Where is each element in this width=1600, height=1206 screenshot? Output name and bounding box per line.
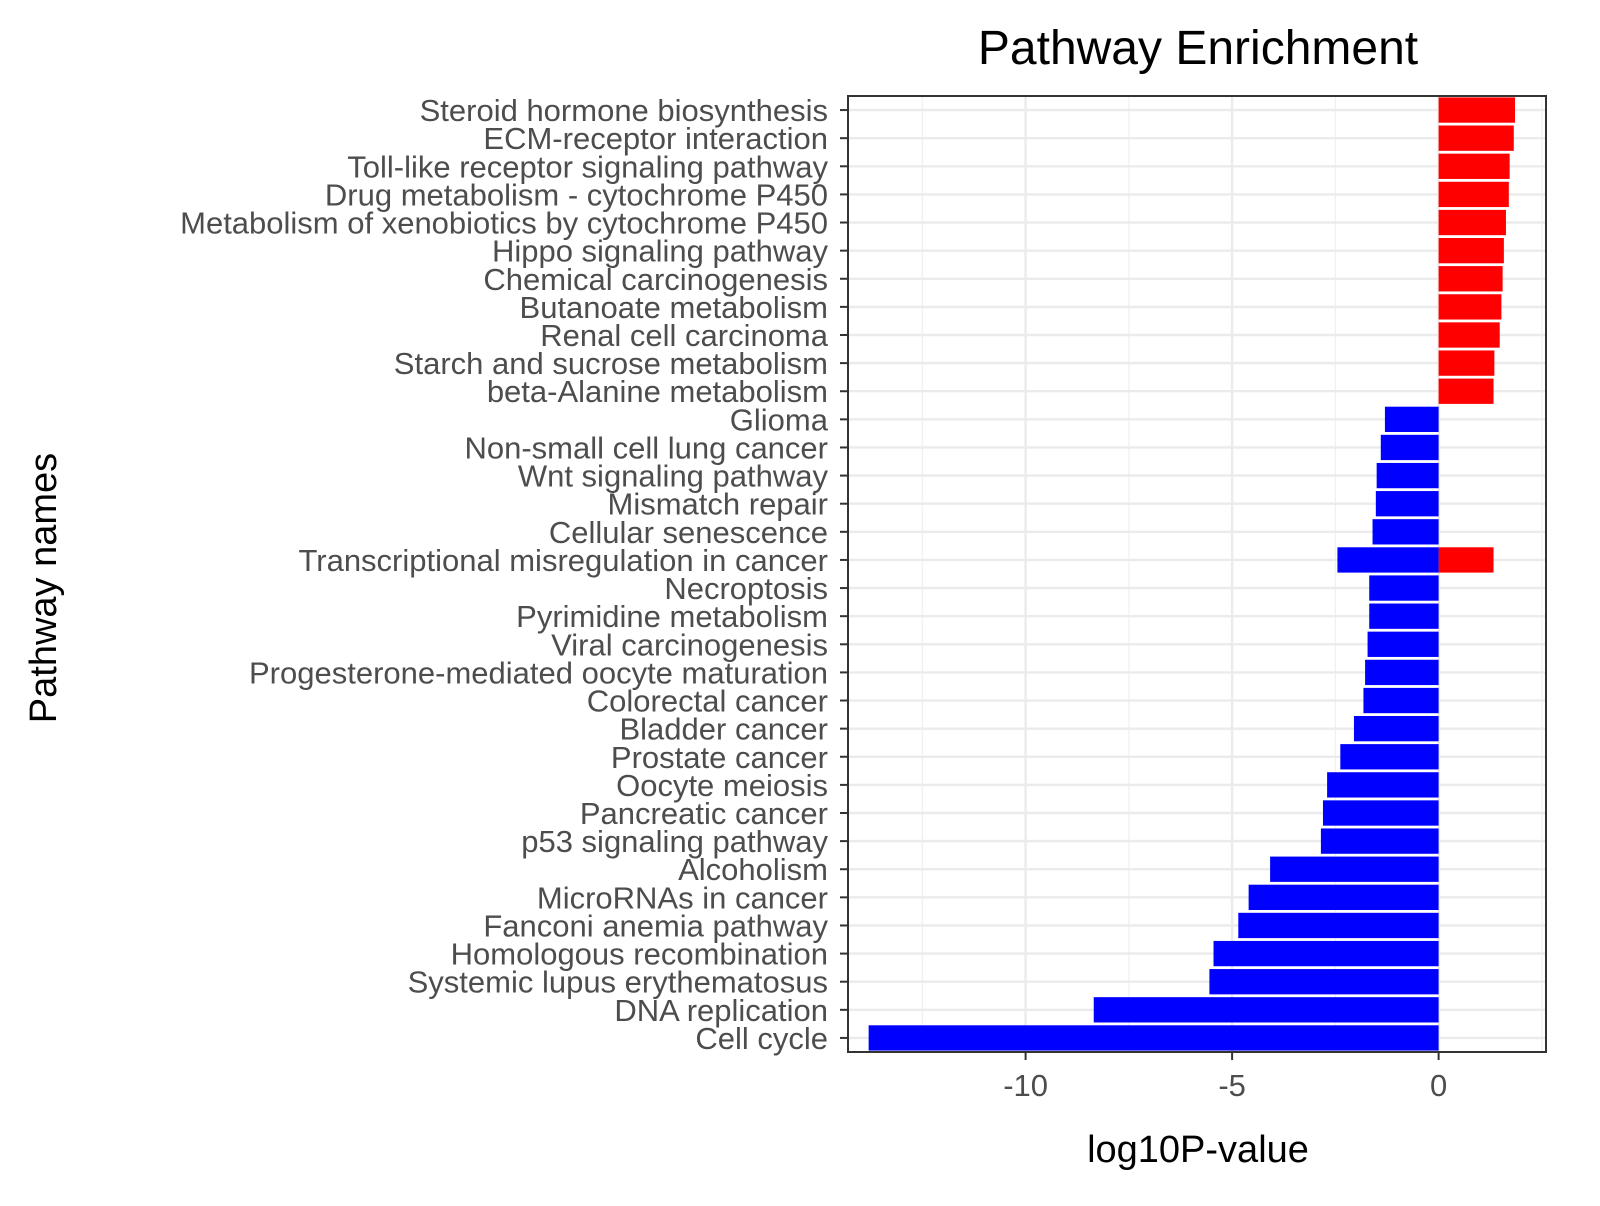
y-tick-label: Necroptosis: [664, 571, 828, 606]
bar: [1438, 322, 1500, 348]
bar: [1353, 715, 1439, 742]
bar: [1438, 294, 1502, 320]
bar: [1438, 547, 1494, 573]
y-tick-label: Steroid hormone biosynthesis: [420, 93, 828, 128]
plot-panel-border: [847, 95, 1547, 1053]
x-axis: -10 -5 0: [1003, 1052, 1447, 1103]
y-tick-label: Butanoate metabolism: [520, 290, 828, 325]
x-tick-label: 0: [1430, 1068, 1447, 1103]
bar: [1340, 744, 1439, 770]
bar: [1438, 153, 1510, 179]
bar: [1369, 575, 1439, 601]
bar: [1369, 603, 1439, 629]
x-tick-label: -10: [1003, 1068, 1048, 1103]
y-tick-label: DNA replication: [614, 993, 828, 1028]
y-tick-label: Chemical carcinogenesis: [483, 262, 828, 297]
bar: [1438, 181, 1509, 208]
y-tick-label: Systemic lupus erythematosus: [408, 965, 828, 1000]
y-tick-label: Hippo signaling pathway: [492, 234, 829, 269]
bar: [1375, 491, 1439, 517]
y-tick-label: Viral carcinogenesis: [551, 627, 828, 662]
y-tick-label: Transcriptional misregulation in cancer: [298, 543, 828, 578]
y-tick-label: Colorectal cancer: [587, 684, 828, 719]
bar: [1209, 969, 1439, 995]
y-tick-label: Mismatch repair: [608, 487, 829, 522]
y-tick-label: p53 signaling pathway: [521, 824, 828, 859]
bar: [1376, 462, 1439, 489]
chart-title: Pathway Enrichment: [978, 22, 1418, 75]
y-tick-label: Progesterone-mediated oocyte maturation: [249, 655, 828, 690]
bar: [1270, 856, 1439, 882]
y-tick-label: Renal cell carcinoma: [540, 318, 828, 353]
y-tick-label: Bladder cancer: [619, 712, 828, 747]
y-axis: Steroid hormone biosynthesisECM-receptor…: [180, 93, 848, 1056]
y-tick-label: Wnt signaling pathway: [518, 459, 829, 494]
bars: [868, 97, 1516, 1051]
bar: [1337, 547, 1439, 573]
y-tick-label: Alcoholism: [678, 852, 828, 887]
bar: [1384, 406, 1439, 433]
y-tick-label: Glioma: [730, 402, 829, 437]
y-tick-label: Drug metabolism - cytochrome P450: [325, 177, 828, 212]
y-axis-title: Pathway names: [23, 453, 65, 723]
bar: [1438, 266, 1503, 292]
y-tick-label: Cellular senescence: [549, 515, 828, 550]
bar: [1093, 997, 1439, 1023]
bar: [1372, 519, 1439, 545]
y-tick-label: Pyrimidine metabolism: [516, 599, 828, 634]
bar: [1438, 97, 1516, 123]
y-tick-label: Fanconi anemia pathway: [483, 908, 828, 943]
y-tick-label: Non-small cell lung cancer: [464, 430, 828, 465]
y-tick-label: Oocyte meiosis: [616, 768, 828, 803]
bar: [1320, 828, 1439, 854]
bar: [1327, 772, 1439, 798]
bar: [1365, 659, 1439, 686]
bar: [1363, 687, 1439, 714]
y-tick-label: MicroRNAs in cancer: [537, 880, 828, 915]
y-tick-label: beta-Alanine metabolism: [487, 374, 828, 409]
bar: [1367, 631, 1439, 657]
bar: [1213, 940, 1439, 967]
bar: [1438, 378, 1494, 404]
y-tick-label: Toll-like receptor signaling pathway: [347, 149, 828, 184]
x-axis-title: log10P-value: [1087, 1129, 1309, 1171]
bar: [1438, 350, 1495, 376]
y-tick-label: ECM-receptor interaction: [483, 121, 828, 156]
bar: [1322, 800, 1439, 826]
y-tick-label: Homologous recombination: [451, 937, 828, 972]
y-tick-label: Cell cycle: [695, 1021, 828, 1056]
bar: [1248, 884, 1439, 911]
bar: [1438, 125, 1514, 151]
bar: [1438, 209, 1506, 236]
bar: [868, 1025, 1439, 1051]
y-tick-label: Starch and sucrose metabolism: [394, 346, 828, 381]
x-tick-label: -5: [1218, 1068, 1246, 1103]
bar: [1238, 912, 1439, 939]
bar: [1438, 237, 1504, 264]
bar: [1380, 434, 1439, 461]
y-tick-label: Metabolism of xenobiotics by cytochrome …: [180, 206, 828, 241]
y-tick-label: Prostate cancer: [611, 740, 828, 775]
y-tick-label: Pancreatic cancer: [580, 796, 828, 831]
